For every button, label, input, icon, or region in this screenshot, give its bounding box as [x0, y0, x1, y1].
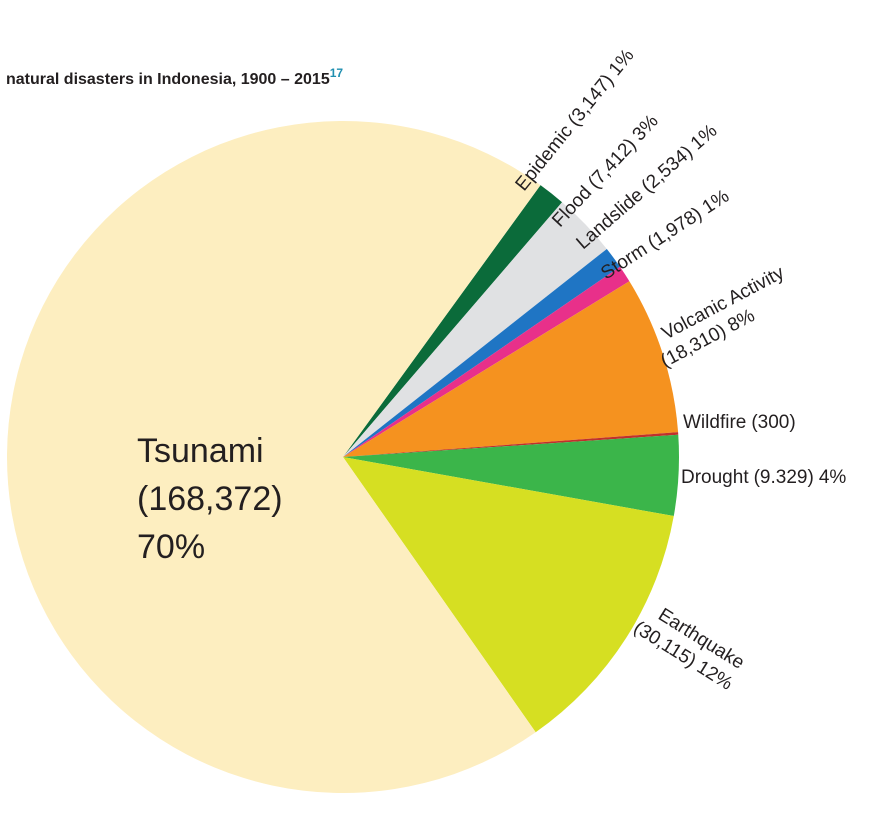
share-label: 1% — [687, 120, 722, 154]
category-label: Drought — [681, 467, 749, 488]
slice-label: Epidemic(3,147)1% — [512, 45, 639, 195]
slice — [343, 202, 607, 457]
slice-label: Wildfire (300) — [683, 412, 796, 433]
value-label: (300) — [751, 412, 795, 433]
slices — [7, 121, 679, 793]
value-label: (7,412) — [584, 135, 640, 193]
slice — [343, 432, 679, 457]
slice — [343, 185, 563, 457]
title-note: 17 — [330, 66, 344, 80]
slice — [7, 121, 541, 793]
slice-label: Earthquake(30,115)12% — [630, 597, 749, 695]
category-label: Tsunami — [137, 432, 264, 470]
value-label: (9.329) — [754, 467, 814, 488]
share-label: 70% — [137, 528, 205, 566]
slice — [343, 248, 620, 457]
title-text: natural disasters in Indonesia, 1900 – 2… — [6, 71, 330, 88]
value-label: (2,534) — [638, 142, 697, 197]
share-label: 1% — [699, 186, 734, 219]
category-label: Epidemic — [512, 121, 578, 195]
slice — [343, 281, 679, 457]
share-label: 4% — [819, 467, 847, 488]
slice-label: Volcanic Activity(18,310)8% — [646, 262, 799, 372]
value-label: (168,372) — [137, 480, 283, 518]
slice — [343, 457, 674, 733]
category-label: Wildfire — [683, 412, 746, 433]
share-label: 1% — [605, 45, 639, 80]
value-label: (1,978) — [644, 203, 706, 253]
slice — [343, 434, 679, 517]
slice-label: Drought (9.329) 4% — [681, 467, 846, 488]
value-label: (3,147) — [564, 71, 618, 131]
chart-title: natural disasters in Indonesia, 1900 – 2… — [6, 66, 343, 88]
slice-label: Tsunami (168,372) 70% — [137, 432, 283, 566]
slice — [343, 266, 630, 457]
share-label: 3% — [629, 111, 663, 145]
